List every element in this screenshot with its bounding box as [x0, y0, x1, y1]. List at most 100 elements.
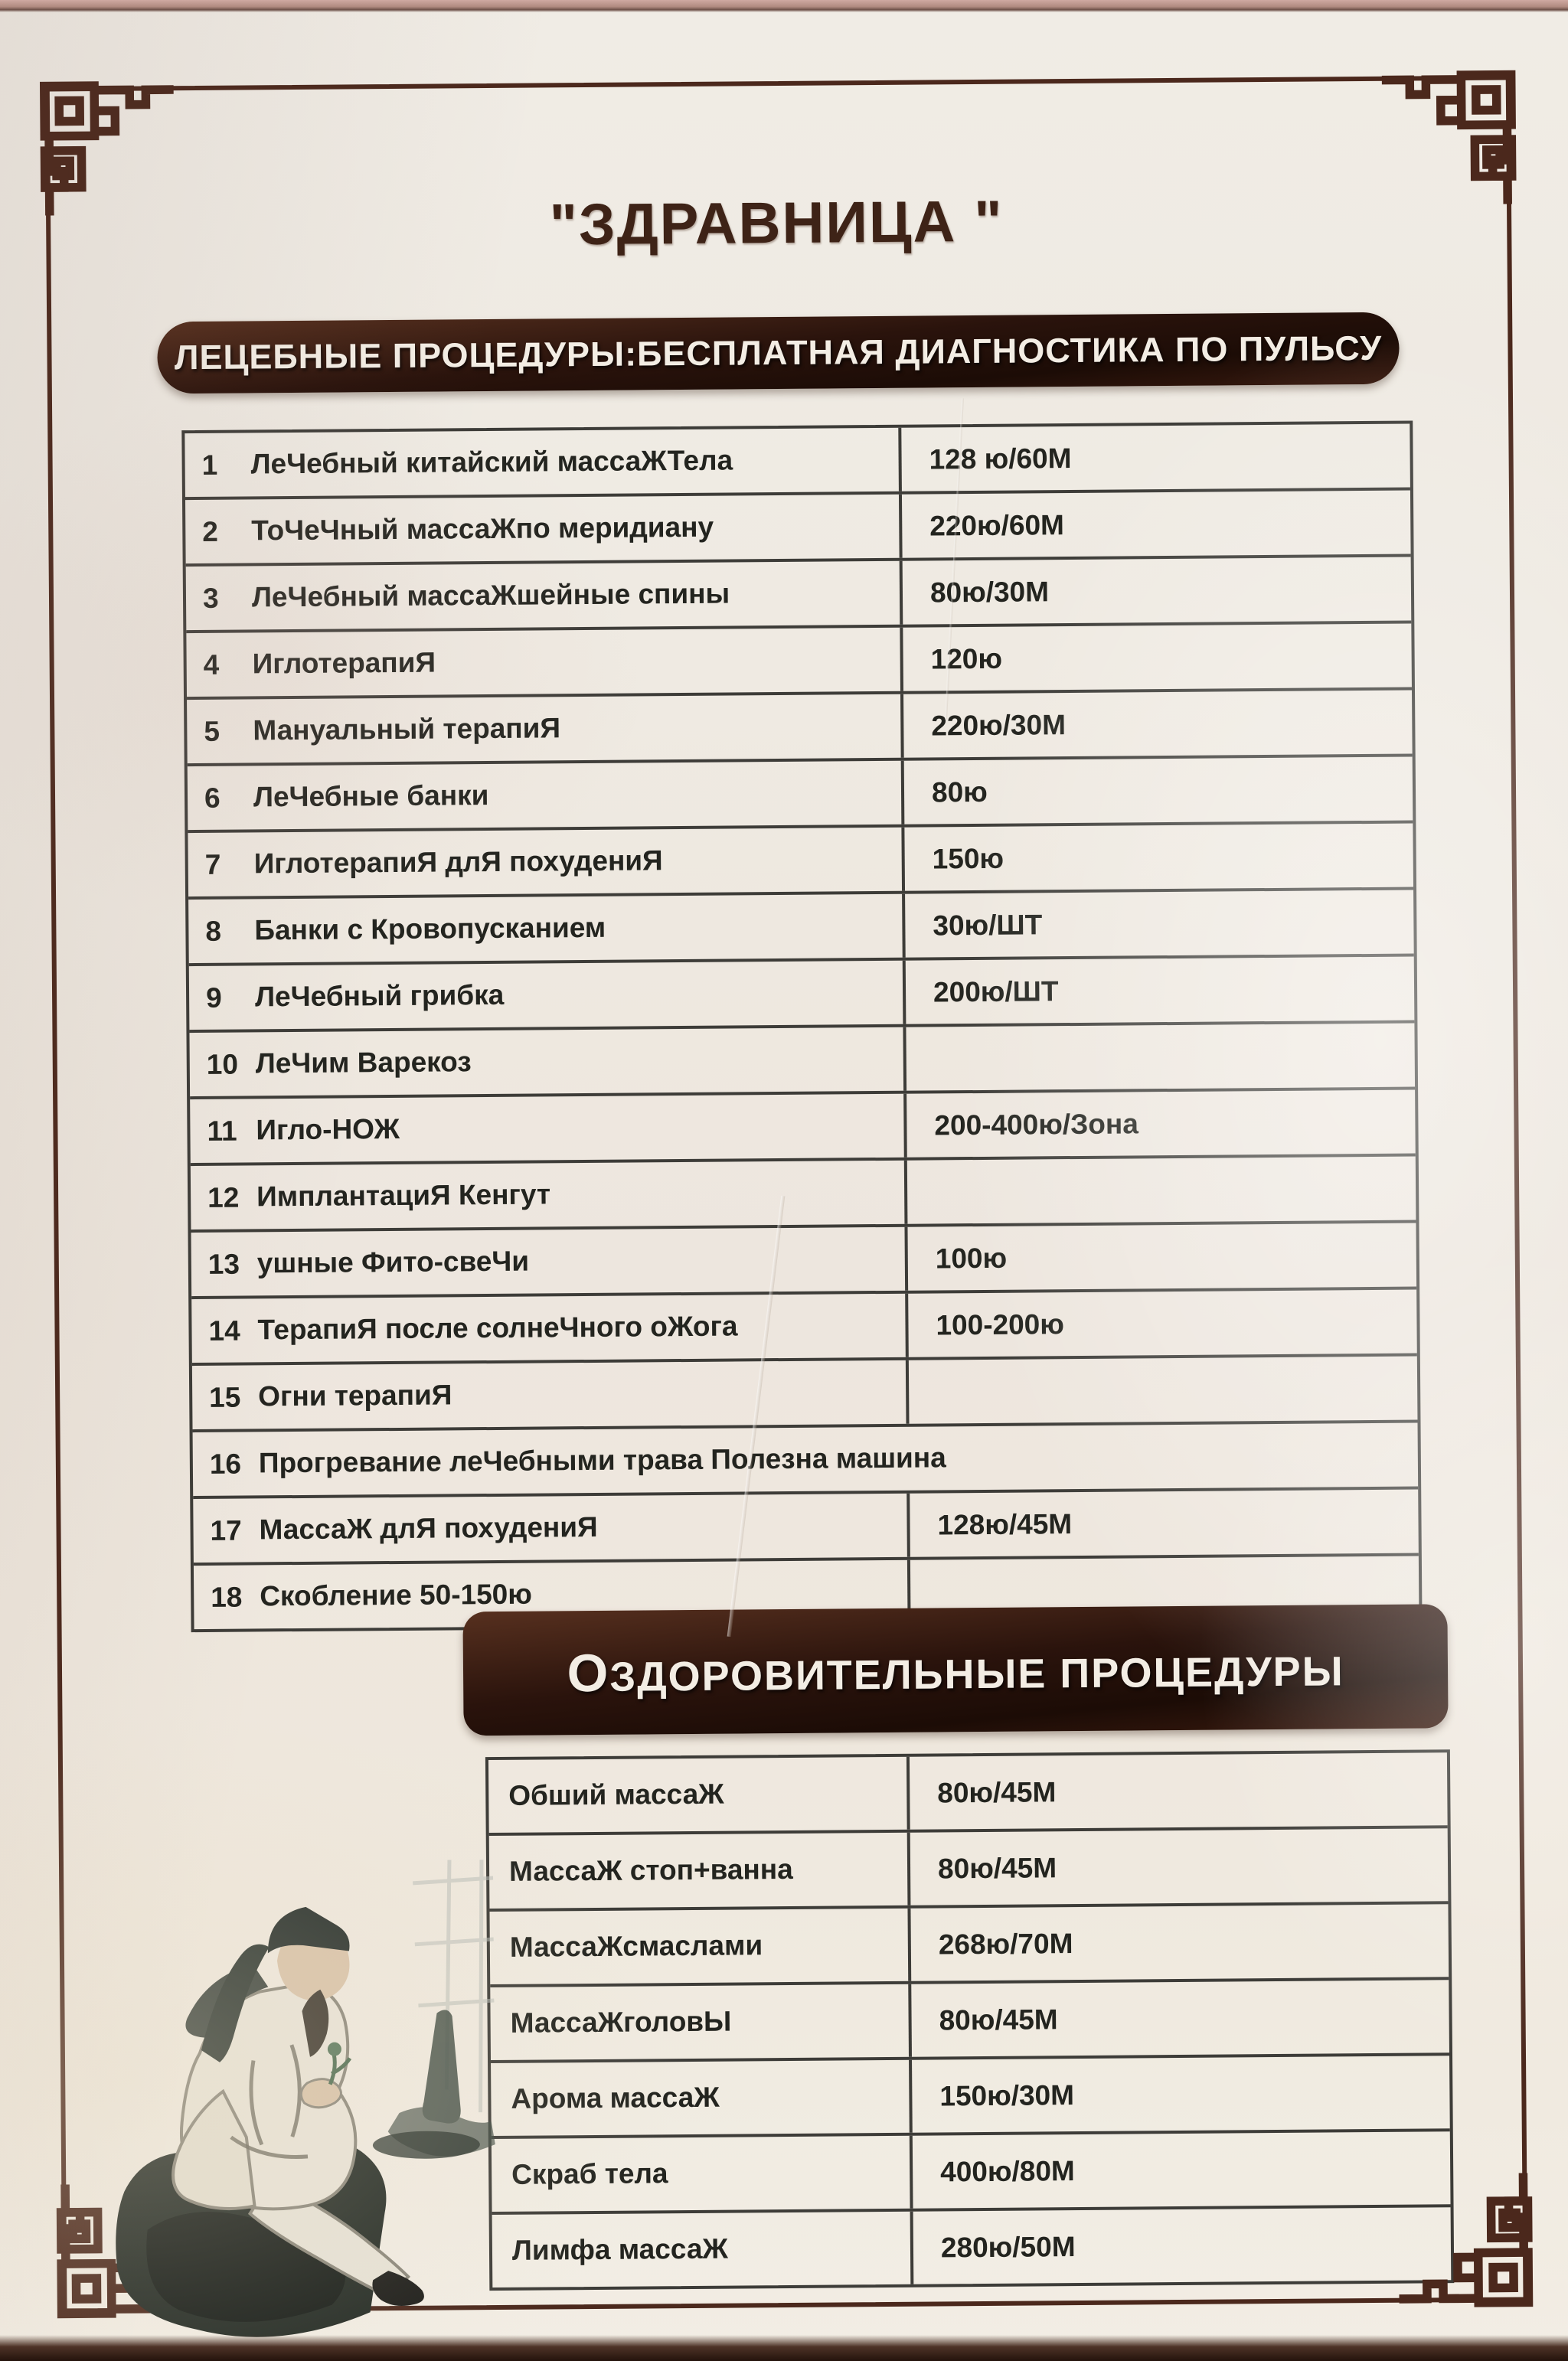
row-number: 2	[202, 515, 219, 547]
service-name-cell: МассаЖсмаслами	[489, 1909, 908, 1984]
service-price: 150ю/30М	[909, 2056, 1450, 2133]
row-number: 10	[206, 1048, 239, 1080]
service-price: 200ю/ШТ	[902, 956, 1415, 1024]
service-name: ИглотерапиЯ длЯ похудениЯ	[253, 844, 663, 880]
service-name: Игло-НОЖ	[256, 1113, 400, 1146]
service-name: МассаЖголовЫ	[510, 2005, 732, 2039]
table-row: 8 Банки с Кровопусканием 30ю/ШТ	[188, 887, 1414, 964]
treatments-table: 1 ЛеЧебный китайский массаЖТела 128 ю/60М 2…	[181, 420, 1423, 1633]
service-price: 30ю/ШТ	[902, 890, 1414, 958]
table-row: Обший массаЖ 80ю/45М	[488, 1752, 1448, 1833]
service-name-cell: 16 Прогревание леЧебными трава Полезна ма…	[193, 1423, 1419, 1497]
service-name-cell: 10 ЛеЧим Варекоз	[189, 1027, 903, 1096]
service-price: 200-400ю/Зона	[903, 1089, 1416, 1158]
section-banner-label: ОЗДОРОВИТЕЛЬНЫЕ ПРОЦЕДУРЫ	[567, 1642, 1344, 1703]
service-name: ИглотерапиЯ	[252, 646, 436, 680]
table-row: 13 ушные Фито-свеЧи 100ю	[191, 1220, 1417, 1297]
service-name-cell: 5 Мануальный терапиЯ	[187, 694, 901, 763]
service-name: ИмплантациЯ Кенгут	[256, 1178, 551, 1213]
service-name: ТоЧеЧный массаЖпо меридиану	[251, 511, 714, 547]
service-name: Обший массаЖ	[508, 1778, 724, 1811]
service-price: 220ю/30М	[900, 690, 1413, 758]
service-name-cell: 17 МассаЖ длЯ похудениЯ	[193, 1494, 907, 1563]
row-number: 1	[201, 449, 218, 481]
service-name: МассаЖ длЯ похудениЯ	[259, 1511, 598, 1546]
service-name: Скраб тела	[511, 2157, 668, 2190]
service-name: Скобление 50-150ю	[260, 1578, 533, 1612]
table-row: 15 Огни терапиЯ	[191, 1353, 1418, 1430]
photo-edge-top	[0, 0, 1568, 12]
service-price: 80ю	[900, 756, 1413, 825]
service-name-cell: Лимфа массаЖ	[492, 2212, 911, 2288]
service-name-cell: 1 ЛеЧебный китайский массаЖТела	[185, 428, 899, 497]
service-price: 280ю/50М	[910, 2207, 1452, 2284]
service-name-cell: 8 Банки с Кровопусканием	[188, 894, 903, 963]
service-price: 80ю/45М	[906, 1752, 1448, 1830]
service-price: 80ю/45М	[908, 1980, 1449, 2057]
service-name: ЛеЧебный китайский массаЖТела	[250, 444, 733, 480]
row-number: 4	[203, 648, 220, 681]
service-name-cell: 6 ЛеЧебные банки	[188, 761, 902, 830]
row-number: 3	[202, 582, 219, 614]
table-row: 4 ИглотерапиЯ 120ю	[186, 620, 1412, 697]
row-number: 14	[208, 1314, 240, 1347]
table-row: 2 ТоЧеЧный массаЖпо меридиану 220ю/60М	[185, 487, 1411, 564]
service-name-cell: 15 Огни терапиЯ	[192, 1360, 906, 1429]
service-name: Прогревание леЧебными трава Полезна маши…	[258, 1442, 946, 1479]
row-number: 7	[204, 848, 221, 880]
section-banner-wellness: ОЗДОРОВИТЕЛЬНЫЕ ПРОЦЕДУРЫ	[462, 1604, 1449, 1736]
table-row: 9 ЛеЧебный грибка 200ю/ШТ	[188, 953, 1415, 1030]
table-row: 17 МассаЖ длЯ похудениЯ 128ю/45М	[193, 1486, 1419, 1563]
page-title: "ЗДРАВНИЦА "	[549, 188, 1004, 258]
wellness-table: Обший массаЖ 80ю/45М МассаЖ стоп+ванна 80ю/…	[485, 1749, 1455, 2291]
row-number: 6	[204, 782, 220, 814]
row-number: 11	[207, 1115, 237, 1147]
table-row: 5 Мануальный терапиЯ 220ю/30М	[187, 687, 1413, 764]
service-name: ЛеЧебный массаЖшейные спины	[251, 577, 730, 613]
table-row: 6 ЛеЧебные банки 80ю	[187, 753, 1413, 831]
row-number: 15	[209, 1381, 241, 1413]
corner-ornament-icon	[27, 67, 175, 216]
service-price: 400ю/80М	[909, 2131, 1451, 2209]
service-name: МассаЖ стоп+ванна	[508, 1853, 793, 1887]
service-price: 128 ю/60М	[898, 423, 1410, 491]
service-name-cell: Арома массаЖ	[491, 2060, 910, 2136]
row-number: 8	[205, 915, 222, 947]
service-name-cell: МассаЖголовЫ	[490, 1984, 909, 2060]
service-price: 100-200ю	[905, 1289, 1417, 1357]
service-name-cell: 4 ИглотерапиЯ	[186, 628, 900, 697]
row-number: 9	[205, 981, 222, 1014]
table-row: 3 ЛеЧебный массаЖшейные спины 80ю/30М	[185, 554, 1412, 631]
section-banner-label: ЛЕЦЕБНЫЕ ПРОЦЕДУРЫ:БЕСПЛАТНАЯ ДИАГНОСТИК…	[174, 328, 1383, 377]
service-name-cell: 3 ЛеЧебный массаЖшейные спины	[186, 561, 900, 630]
service-name: Огни терапиЯ	[258, 1379, 452, 1412]
table-row: МассаЖголовЫ 80ю/45М	[490, 1977, 1449, 2061]
service-price	[903, 1023, 1416, 1091]
service-name-cell: Скраб тела	[492, 2136, 910, 2212]
service-price	[903, 1156, 1416, 1224]
table-row: 14 ТерапиЯ после солнеЧного оЖога 100-200ю	[191, 1286, 1417, 1363]
row-number: 12	[207, 1181, 240, 1213]
service-price: 220ю/60М	[898, 490, 1411, 558]
service-name: Банки с Кровопусканием	[254, 911, 606, 946]
service-name-cell: 13 ушные Фито-свеЧи	[191, 1227, 906, 1296]
service-name: Лимфа массаЖ	[511, 2232, 729, 2266]
row-number: 16	[209, 1448, 242, 1480]
service-price: 120ю	[900, 623, 1412, 691]
table-row: 11 Игло-НОЖ 200-400ю/Зона	[190, 1086, 1416, 1164]
corner-ornament-icon	[1398, 2173, 1547, 2321]
service-price: 150ю	[901, 823, 1414, 891]
service-price: 128ю/45М	[906, 1489, 1419, 1557]
service-price: 100ю	[904, 1223, 1417, 1291]
photo-edge-bottom	[0, 2335, 1568, 2361]
service-price	[905, 1356, 1418, 1424]
table-row: Лимфа массаЖ 280ю/50М	[492, 2204, 1452, 2288]
service-name: ТерапиЯ после солнеЧного оЖога	[257, 1310, 738, 1346]
row-number: 13	[207, 1248, 240, 1280]
service-price: 80ю/30М	[899, 557, 1412, 625]
table-row: 16 Прогревание леЧебными трава Полезна ма…	[192, 1419, 1419, 1497]
table-row: 10 ЛеЧим Варекоз	[189, 1020, 1416, 1097]
service-name: ЛеЧебный грибка	[254, 978, 505, 1013]
service-name-cell: 2 ТоЧеЧный массаЖпо меридиану	[185, 495, 900, 563]
